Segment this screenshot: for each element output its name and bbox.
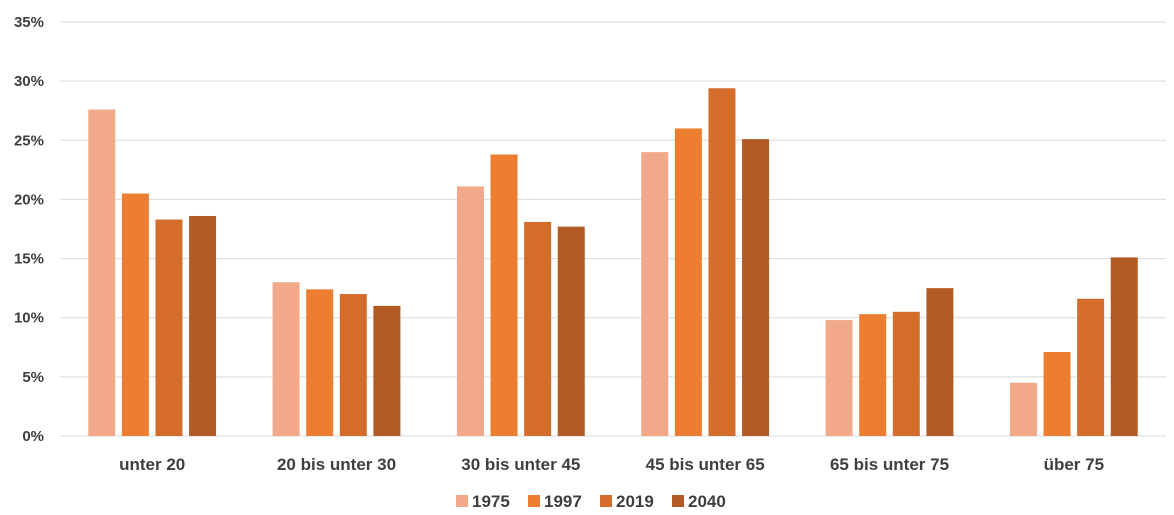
bar-2040-5 bbox=[926, 288, 954, 436]
category-label: 65 bis unter 75 bbox=[830, 455, 949, 474]
legend-label-2040: 2040 bbox=[688, 492, 726, 511]
bar-2019-5 bbox=[892, 311, 920, 436]
bar-1997-1 bbox=[121, 193, 149, 436]
legend: 1975 1997 2019 2040 bbox=[456, 492, 726, 511]
legend-swatch-1975 bbox=[456, 495, 468, 507]
bar-2019-6 bbox=[1077, 298, 1105, 436]
bar-1975-3 bbox=[456, 186, 484, 436]
y-tick-label: 5% bbox=[22, 369, 44, 386]
y-tick-label: 10% bbox=[14, 310, 44, 327]
category-label: 30 bis unter 45 bbox=[461, 455, 580, 474]
y-tick-label: 25% bbox=[14, 132, 44, 149]
legend-label-1997: 1997 bbox=[544, 492, 582, 511]
bar-2040-1 bbox=[189, 215, 217, 436]
legend-label-1975: 1975 bbox=[472, 492, 510, 511]
gridlines bbox=[60, 21, 1166, 437]
legend-swatch-1997 bbox=[528, 495, 540, 507]
bar-1997-5 bbox=[859, 314, 887, 436]
bar-1997-3 bbox=[490, 154, 518, 437]
bar-1975-4 bbox=[641, 152, 669, 436]
bar-2040-3 bbox=[557, 226, 585, 436]
legend-swatch-2019 bbox=[600, 495, 612, 507]
bar-2040-4 bbox=[742, 139, 770, 437]
bars bbox=[88, 88, 1138, 437]
bar-1997-2 bbox=[306, 289, 334, 436]
y-tick-label: 20% bbox=[14, 191, 44, 208]
bar-1975-1 bbox=[88, 109, 116, 436]
bar-2019-4 bbox=[708, 88, 736, 437]
y-tick-label: 0% bbox=[22, 428, 44, 445]
y-axis-tick-labels: 0% 5% 10% 15% 20% 25% 30% 35% bbox=[14, 14, 44, 445]
bar-2019-2 bbox=[339, 294, 367, 436]
bar-1997-6 bbox=[1043, 352, 1071, 436]
y-tick-label: 35% bbox=[14, 14, 44, 31]
legend-label-2019: 2019 bbox=[616, 492, 654, 511]
y-tick-label: 30% bbox=[14, 73, 44, 90]
bar-2040-2 bbox=[373, 305, 401, 436]
x-axis-category-labels: unter 20 20 bis unter 30 30 bis unter 45 45… bbox=[119, 455, 1104, 474]
bar-1975-5 bbox=[825, 320, 853, 436]
bar-2019-3 bbox=[524, 221, 552, 436]
y-tick-label: 15% bbox=[14, 251, 44, 268]
category-label: 45 bis unter 65 bbox=[646, 455, 765, 474]
category-label: über 75 bbox=[1044, 455, 1104, 474]
bar-2040-6 bbox=[1110, 257, 1138, 436]
category-label: unter 20 bbox=[119, 455, 185, 474]
bar-2019-1 bbox=[155, 219, 183, 436]
category-label: 20 bis unter 30 bbox=[277, 455, 396, 474]
bar-1975-2 bbox=[272, 282, 300, 436]
bar-1975-6 bbox=[1009, 382, 1037, 436]
bar-1997-4 bbox=[674, 128, 702, 436]
legend-swatch-2040 bbox=[672, 495, 684, 507]
